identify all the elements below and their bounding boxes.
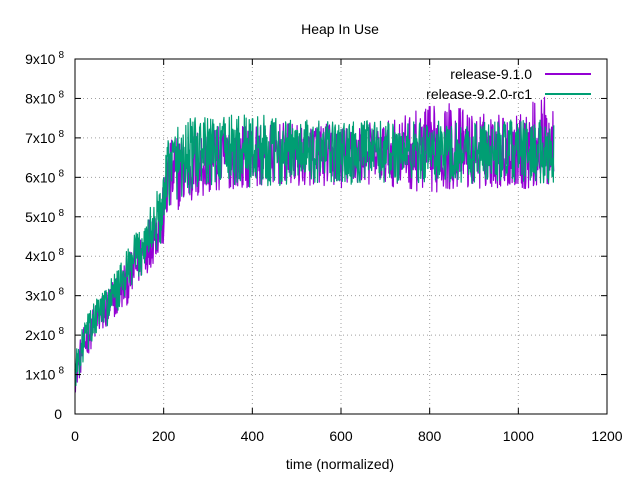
y-tick-label: 5x10 8	[25, 208, 64, 225]
legend-label: release-9.1.0	[450, 66, 532, 82]
y-tick-label: 1x10 8	[25, 366, 64, 383]
y-tick-label: 9x10 8	[25, 50, 64, 67]
x-tick-label: 1000	[503, 428, 534, 444]
y-tick-label: 4x10 8	[25, 247, 64, 264]
y-tick-label: 8x10 8	[25, 89, 64, 106]
y-tick-label: 7x10 8	[25, 129, 64, 146]
tick-marks	[74, 58, 608, 415]
legend-label: release-9.2.0-rc1	[426, 86, 532, 102]
x-tick-label: 1200	[591, 428, 622, 444]
chart-title: Heap In Use	[301, 21, 379, 37]
series-layer	[74, 96, 555, 393]
series-line-1	[74, 114, 555, 387]
y-tick-label: 3x10 8	[25, 287, 64, 304]
x-tick-label: 0	[71, 428, 79, 444]
x-tick-label: 200	[152, 428, 176, 444]
y-tick-labels: 0 1x10 8 2x10 8 3x10 8 4x10 8 5x10 8 6x10 8 7x10 8 8x10…	[25, 50, 64, 422]
legend: release-9.1.0 release-9.2.0-rc1	[426, 66, 591, 102]
x-tick-label: 400	[241, 428, 265, 444]
y-tick-label: 0	[54, 406, 62, 422]
y-tick-label: 6x10 8	[25, 168, 64, 185]
x-axis-label: time (normalized)	[286, 456, 394, 472]
y-tick-label: 2x10 8	[25, 326, 64, 343]
x-tick-labels: 0 200 400 600 800 1000 1200	[71, 428, 623, 444]
x-tick-label: 800	[418, 428, 442, 444]
x-tick-label: 600	[329, 428, 353, 444]
